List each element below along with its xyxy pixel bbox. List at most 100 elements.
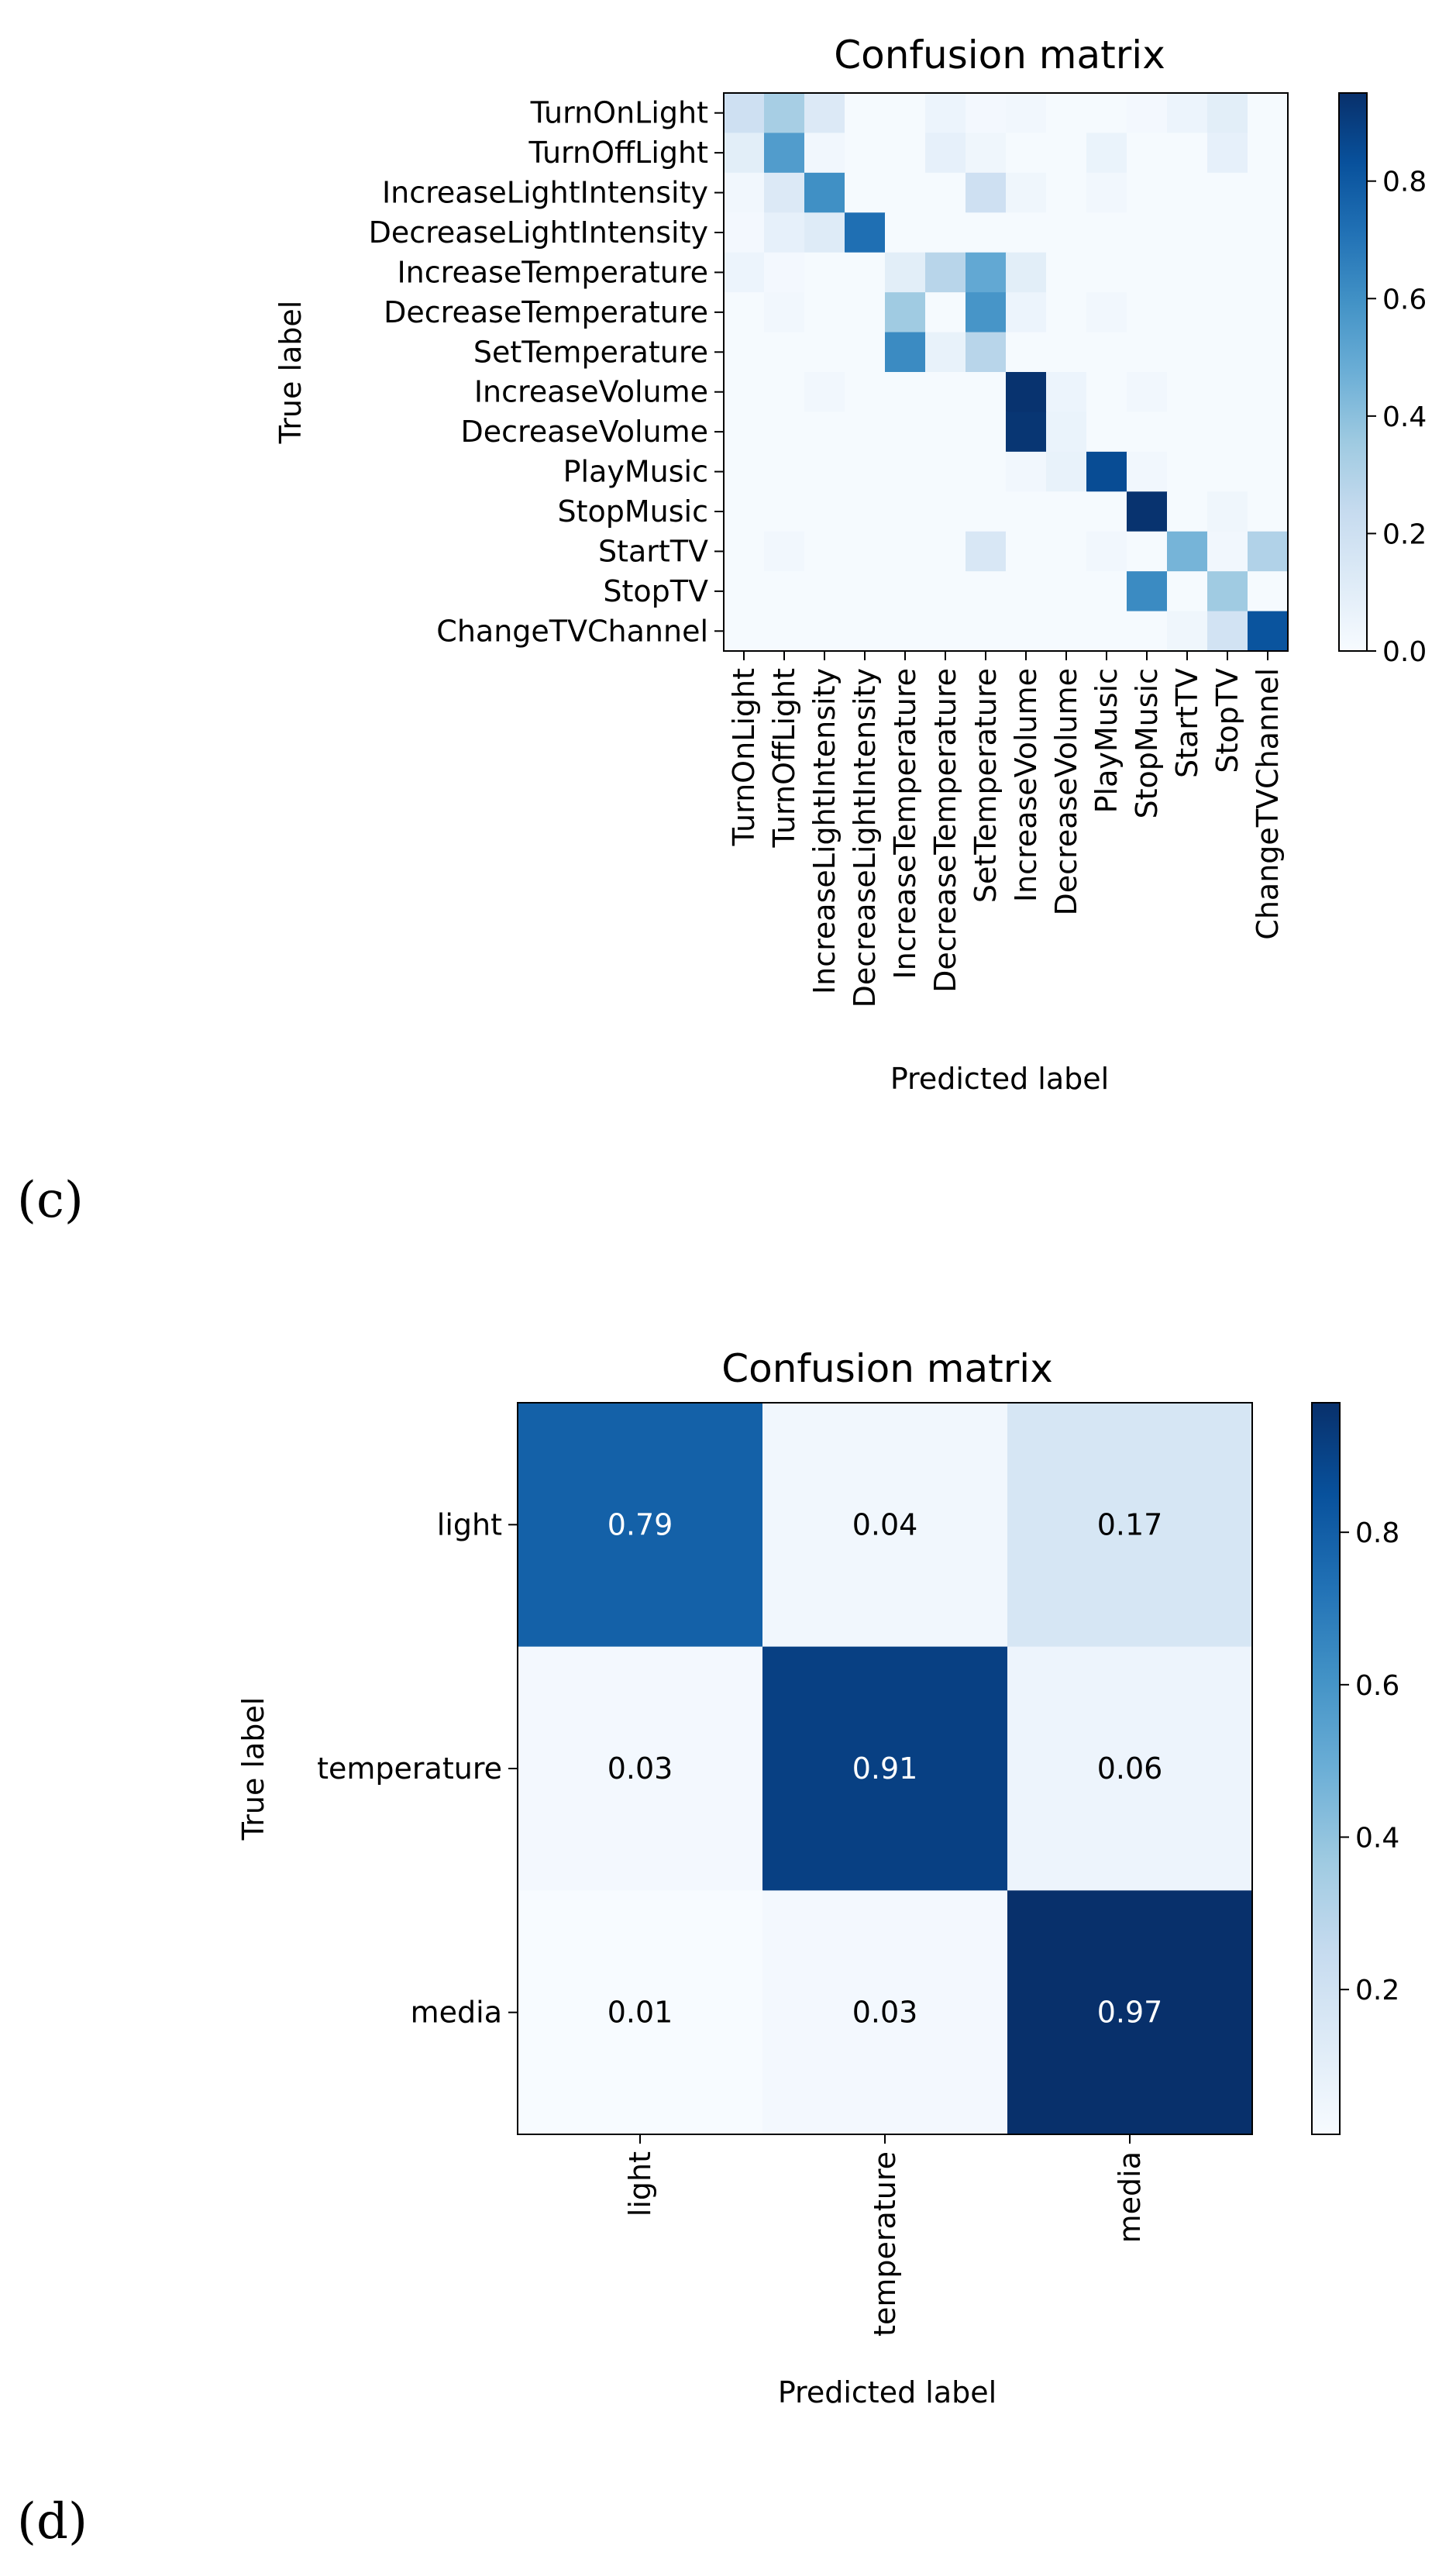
heatmap-cell: [966, 451, 1007, 492]
colorbar-tick-label: 0.6: [1382, 284, 1427, 315]
colorbar-tick-label: 0.2: [1355, 1975, 1399, 2006]
heatmap-cell: [1006, 531, 1047, 572]
heatmap-cell: [724, 491, 765, 532]
heatmap-cell: [724, 212, 765, 253]
y-tick-label: IncreaseLightIntensity: [382, 176, 708, 210]
heatmap-cell: [885, 571, 926, 612]
heatmap-cell: [804, 372, 845, 413]
heatmap-cell: [764, 412, 805, 453]
x-axis-label: Predicted label: [778, 2375, 996, 2409]
cell-value-label: 0.03: [608, 1751, 673, 1786]
colorbar-tick-label: 0.2: [1382, 518, 1427, 550]
heatmap-cell: [885, 93, 926, 134]
y-tick-label: StopTV: [603, 574, 708, 608]
heatmap-cell: [885, 611, 926, 652]
heatmap-cell: [764, 133, 805, 174]
heatmap-cell: [1248, 133, 1289, 174]
colorbar-tick-label: 0.4: [1355, 1823, 1399, 1855]
heatmap-cell: [845, 491, 886, 532]
heatmap-cell: [804, 531, 845, 572]
panel-label-d: (d): [17, 2493, 88, 2551]
heatmap-cell: [966, 571, 1007, 612]
heatmap-cell: [1086, 531, 1127, 572]
heatmap-cell: [966, 611, 1007, 652]
x-tick-label: StartTV: [1170, 668, 1204, 778]
heatmap-cell: [885, 292, 926, 333]
heatmap-cell: [1127, 252, 1168, 293]
heatmap-cell: [804, 93, 845, 134]
heatmap-cell: [724, 133, 765, 174]
heatmap-cell: [1167, 571, 1208, 612]
heatmap-cell: [1086, 93, 1127, 134]
x-tick-label: StopTV: [1210, 668, 1244, 773]
heatmap-cell: [1207, 412, 1248, 453]
heatmap-cell: [1127, 93, 1168, 134]
heatmap-cell: [1167, 451, 1208, 492]
heatmap-cell: [804, 172, 845, 213]
cell-value-label: 0.97: [1097, 1996, 1163, 2030]
heatmap-cell: [724, 172, 765, 213]
y-tick-label: TurnOnLight: [530, 96, 708, 130]
x-axis-label: Predicted label: [890, 1062, 1109, 1096]
heatmap-cell: [1127, 531, 1168, 572]
heatmap-cell: [845, 611, 886, 652]
heatmap-cell: [804, 451, 845, 492]
plot-frame: [723, 92, 1289, 652]
heatmap-cell: [1006, 571, 1047, 612]
heatmap-cell: [1248, 451, 1289, 492]
heatmap-cell: [724, 531, 765, 572]
x-tick-label: DecreaseLightIntensity: [848, 668, 882, 1007]
heatmap-cell: [1127, 212, 1168, 253]
heatmap-cell: [845, 252, 886, 293]
colorbar-tick-label: 0.0: [1382, 636, 1427, 668]
heatmap-cell: [518, 1890, 763, 2135]
heatmap-cell: [1127, 133, 1168, 174]
colorbar: [1338, 92, 1368, 652]
x-tick-label: DecreaseVolume: [1049, 668, 1083, 916]
heatmap-cell: [925, 491, 966, 532]
heatmap-cells: [724, 93, 1289, 652]
heatmap-cell: [966, 292, 1007, 333]
heatmap-cell: [804, 611, 845, 652]
heatmap-cell: [1207, 252, 1248, 293]
heatmap-cell: [885, 252, 926, 293]
heatmap-cell: [1046, 571, 1087, 612]
heatmap-cell: [762, 1646, 1008, 1891]
colorbar-tick-label: 0.6: [1355, 1670, 1399, 1702]
heatmap-cell: [1006, 611, 1047, 652]
heatmap-cell: [925, 93, 966, 134]
heatmap-cell: [1006, 292, 1047, 333]
heatmap-cell: [1167, 372, 1208, 413]
heatmap-cell: [1207, 372, 1248, 413]
heatmap-cell: [966, 212, 1007, 253]
heatmap-cell: [845, 571, 886, 612]
heatmap-cell: [885, 491, 926, 532]
heatmap-cell: [724, 93, 765, 134]
heatmap-cell: [925, 571, 966, 612]
y-axis-label: True label: [274, 301, 308, 445]
heatmap-cell: [1086, 252, 1127, 293]
y-tick-label: media: [411, 1996, 502, 2030]
heatmap-cell: [1127, 611, 1168, 652]
heatmap-cell: [1127, 491, 1168, 532]
y-axis-label: True label: [236, 1697, 270, 1841]
heatmap-cell: [764, 531, 805, 572]
heatmap-cell: [724, 372, 765, 413]
heatmap-cell: [1167, 531, 1208, 572]
y-tick-label: StartTV: [598, 534, 708, 568]
heatmap-cell: [1248, 93, 1289, 134]
heatmap-cell: [1127, 451, 1168, 492]
heatmap-cell: [1086, 212, 1127, 253]
x-tick-label: ChangeTVChannel: [1251, 668, 1285, 940]
heatmap-cell: [966, 252, 1007, 293]
heatmap-cell: [1007, 1403, 1253, 1648]
heatmap-cell: [1248, 412, 1289, 453]
cell-value-label: 0.03: [852, 1996, 918, 2030]
cell-value-label: 0.79: [608, 1507, 673, 1541]
heatmap-cell: [1127, 571, 1168, 612]
x-tick-label: temperature: [868, 2151, 902, 2337]
heatmap-cell: [1207, 451, 1248, 492]
heatmap-cell: [1046, 212, 1087, 253]
heatmap-cell: [966, 412, 1007, 453]
